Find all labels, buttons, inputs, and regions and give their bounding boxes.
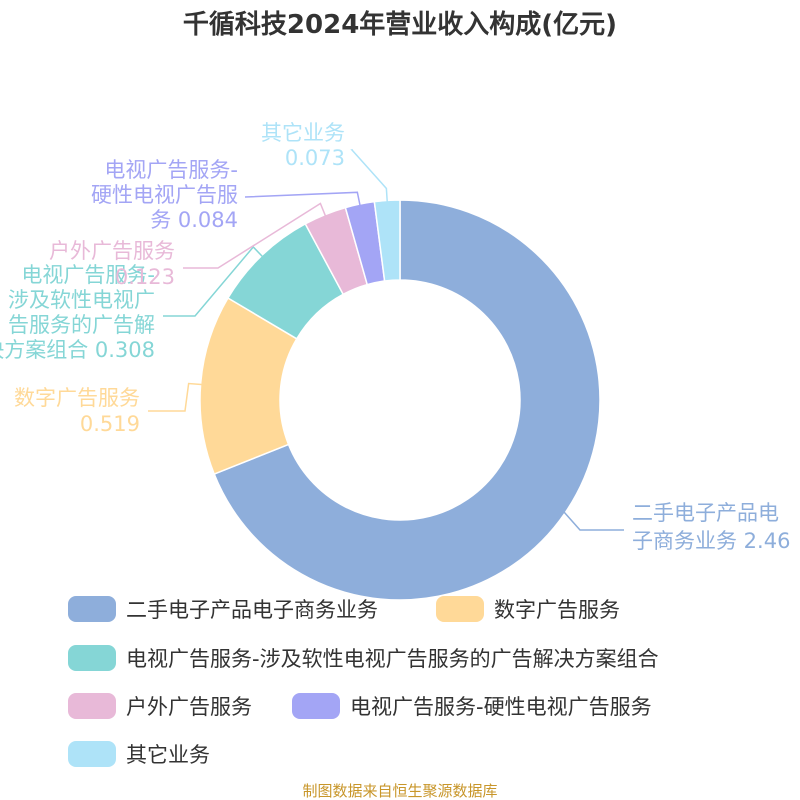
- leader-line-3: [163, 245, 265, 317]
- leader-lines-group: [148, 149, 624, 531]
- slice-label-line: 数字广告服务: [14, 386, 140, 410]
- slice-label-line: 硬性电视广告服: [91, 183, 238, 207]
- legend-item-5[interactable]: 电视广告服务-硬性电视广告服务: [292, 693, 652, 719]
- slice-label-4: 户外广告服务 0.123: [49, 239, 175, 289]
- slice-label-line: 务 0.084: [150, 208, 238, 232]
- slice-label-3: 电视广告服务-涉及软性电视广告服务的广告解决方案组合 0.308: [0, 263, 155, 362]
- source-note: 制图数据来自恒生聚源数据库: [302, 782, 497, 800]
- slice-label-line: 0.073: [285, 146, 345, 170]
- slice-label-line: 告服务的广告解: [8, 313, 155, 337]
- slices-group: [199, 199, 601, 601]
- legend-item-2[interactable]: 数字广告服务: [436, 596, 620, 622]
- legend-label: 户外广告服务: [126, 695, 252, 719]
- leader-line-4: [183, 202, 328, 269]
- legend-swatch: [68, 596, 116, 622]
- slice-label-line: 子商务业务 2.46: [632, 529, 790, 553]
- legend: 二手电子产品电子商务业务 数字广告服务电视广告服务-涉及软性电视广告服务的广告解决…: [68, 596, 659, 767]
- donut-slice-6: [373, 199, 401, 282]
- slice-label-line: 其它业务: [261, 121, 345, 145]
- slice-label-line: 电视广告服务-: [104, 158, 238, 182]
- donut-slice-1: [213, 199, 601, 601]
- legend-swatch: [292, 693, 340, 719]
- legend-label: 其它业务: [126, 743, 210, 767]
- legend-label: 电视广告服务-硬性电视广告服务: [350, 695, 652, 719]
- legend-label: 电视广告服务-涉及软性电视广告服务的广告解决方案组合: [126, 647, 659, 671]
- chart-title: 千循科技2024年营业收入构成(亿元): [183, 9, 617, 40]
- legend-label: 二手电子产品电子商务业务: [126, 598, 378, 622]
- slice-label-line: 0.123: [115, 265, 175, 289]
- legend-item-1[interactable]: 二手电子产品电子商务业务: [68, 596, 378, 622]
- slice-label-line: 电视广告服务-: [21, 263, 155, 287]
- slice-label-5: 电视广告服务-硬性电视广告服务 0.084: [91, 158, 238, 232]
- slice-label-2: 数字广告服务 0.519: [14, 386, 140, 436]
- slice-label-6: 其它业务 0.073: [261, 121, 345, 170]
- legend-label: 数字广告服务: [494, 598, 620, 622]
- legend-swatch: [68, 741, 116, 767]
- slice-label-line: 0.519: [80, 412, 140, 436]
- leader-line-2: [148, 382, 205, 412]
- legend-item-4[interactable]: 户外广告服务: [68, 693, 252, 719]
- slice-label-line: 涉及软性电视广: [8, 288, 155, 312]
- slice-label-line: 户外广告服务: [49, 239, 175, 263]
- leader-line-5: [244, 191, 362, 209]
- legend-swatch: [68, 645, 116, 671]
- slice-label-line: 二手电子产品电: [632, 501, 779, 525]
- legend-item-6[interactable]: 其它业务: [68, 741, 210, 767]
- slice-label-1: 二手电子产品电子商务业务 2.46: [632, 501, 790, 553]
- slice-label-line: 决方案组合 0.308: [0, 338, 155, 362]
- legend-swatch: [436, 596, 484, 622]
- legend-item-3[interactable]: 电视广告服务-涉及软性电视广告服务的广告解决方案组合: [68, 645, 659, 671]
- leader-line-1: [561, 509, 624, 531]
- leader-line-6: [350, 149, 389, 205]
- legend-swatch: [68, 693, 116, 719]
